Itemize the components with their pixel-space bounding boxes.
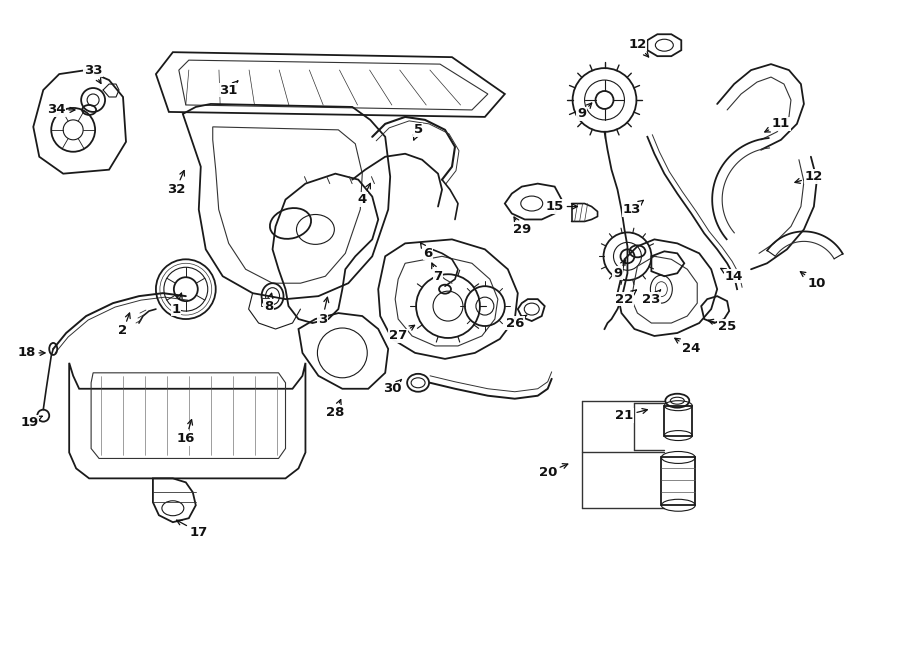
Text: 23: 23	[643, 290, 661, 305]
Text: 22: 22	[616, 290, 636, 305]
Text: 31: 31	[220, 81, 238, 97]
Text: 4: 4	[357, 183, 371, 206]
Text: 5: 5	[413, 124, 423, 140]
Text: 13: 13	[622, 200, 644, 216]
Text: 9: 9	[577, 103, 591, 120]
Text: 34: 34	[47, 103, 75, 116]
Text: 15: 15	[545, 200, 578, 213]
Text: 6: 6	[420, 243, 433, 260]
Text: 1: 1	[171, 293, 182, 315]
Text: 19: 19	[20, 416, 42, 429]
Text: 28: 28	[326, 400, 345, 419]
Bar	[664, 406, 692, 436]
Text: 11: 11	[765, 118, 790, 132]
Text: 27: 27	[389, 325, 415, 342]
Text: 21: 21	[616, 408, 647, 422]
Text: 20: 20	[538, 463, 568, 479]
Bar	[662, 457, 695, 505]
Text: 10: 10	[800, 272, 826, 290]
Text: 30: 30	[382, 379, 401, 395]
Text: 25: 25	[708, 319, 736, 332]
Text: 18: 18	[17, 346, 45, 360]
Text: 7: 7	[432, 263, 443, 283]
Text: 24: 24	[675, 338, 700, 356]
Text: 12: 12	[628, 38, 649, 57]
Text: 17: 17	[176, 520, 208, 539]
Text: 12: 12	[795, 170, 823, 183]
Text: 26: 26	[506, 315, 527, 330]
Text: 16: 16	[176, 420, 195, 445]
Bar	[261, 298, 268, 306]
Text: 33: 33	[84, 63, 103, 83]
Text: 8: 8	[264, 293, 274, 313]
Text: 32: 32	[166, 171, 185, 196]
Text: 2: 2	[119, 313, 130, 338]
Text: 9: 9	[613, 260, 626, 280]
Text: 3: 3	[318, 297, 328, 326]
Text: 14: 14	[721, 268, 743, 283]
Text: 29: 29	[513, 217, 531, 236]
